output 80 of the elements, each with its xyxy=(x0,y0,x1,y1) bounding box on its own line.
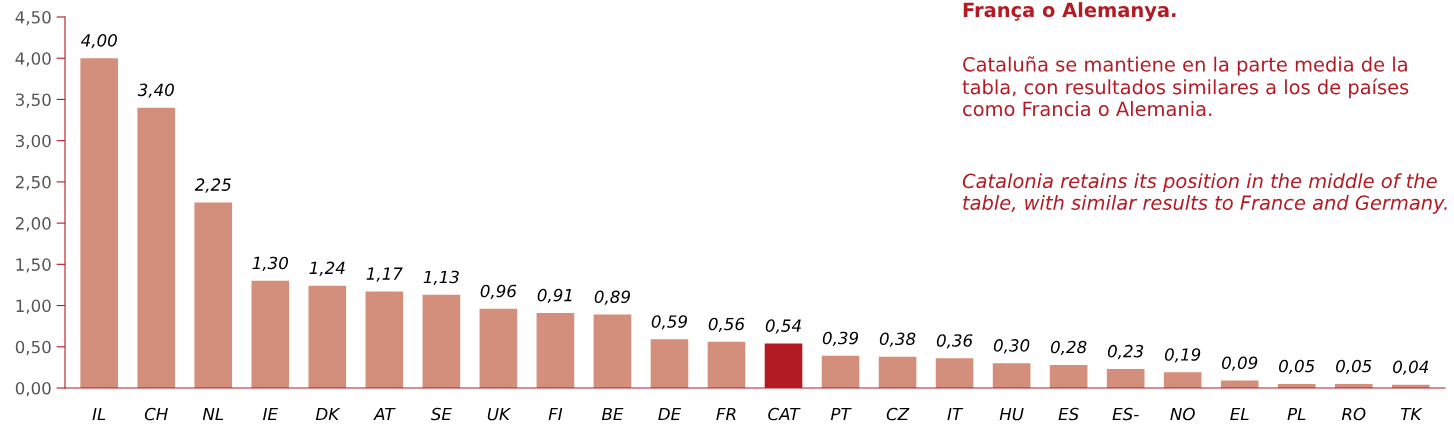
y-tick-label: 1,00 xyxy=(16,299,51,314)
data-label: 0,28 xyxy=(1050,340,1087,356)
data-label: 0,38 xyxy=(879,332,916,347)
x-tick-label: HU xyxy=(999,407,1024,421)
data-label: 0,39 xyxy=(822,331,859,346)
data-label: 1,24 xyxy=(309,261,345,276)
x-tick-label: AT xyxy=(373,407,396,421)
x-tick-label: CAT xyxy=(768,407,801,421)
x-tick-label: IT xyxy=(947,407,964,421)
data-label: 1,30 xyxy=(252,256,289,271)
data-label: 4,00 xyxy=(80,34,117,49)
bar xyxy=(251,280,290,388)
y-tick-label: 3,00 xyxy=(15,134,51,149)
bar xyxy=(650,339,689,388)
bar xyxy=(935,358,974,388)
bar xyxy=(536,312,575,388)
bar xyxy=(1049,364,1088,388)
x-tick-label: RO xyxy=(1341,407,1366,421)
x-tick-label: FI xyxy=(548,407,563,421)
data-label: 0,19 xyxy=(1164,348,1201,363)
data-label: 2,25 xyxy=(194,178,231,193)
data-label: 0,04 xyxy=(1393,360,1429,375)
annotation: Catalonia retains its position in the middle of the table, with similar results to France and Germany. xyxy=(962,173,1447,214)
data-label: 0,91 xyxy=(537,288,572,304)
x-tick-label: PL xyxy=(1287,407,1306,421)
data-label: 3,40 xyxy=(137,83,174,98)
x-tick-label: ES xyxy=(1058,407,1079,421)
data-label: 0,30 xyxy=(993,339,1030,354)
data-label: 0,54 xyxy=(765,319,801,334)
data-label: 0,89 xyxy=(594,290,630,305)
x-tick-label: ES- xyxy=(1112,407,1139,421)
bar xyxy=(593,314,632,388)
data-label: 0,05 xyxy=(1279,359,1315,375)
bar xyxy=(422,294,461,388)
bar xyxy=(992,363,1031,388)
data-label: 0,09 xyxy=(1221,356,1258,371)
annotation: Cataluña se mantiene en la parte media de la tabla, con resultados similares a los de países como Francia o Alemania. xyxy=(962,56,1409,117)
x-tick-label: PT xyxy=(830,407,852,421)
y-tick-label: 2,50 xyxy=(15,175,51,191)
bar xyxy=(1163,372,1202,388)
bar xyxy=(707,341,746,388)
data-label: 0,96 xyxy=(480,284,517,299)
x-tick-label: FR xyxy=(716,407,736,421)
bar xyxy=(308,285,347,388)
bar xyxy=(80,58,119,388)
x-tick-label: TK xyxy=(1400,407,1423,421)
bar xyxy=(821,355,860,388)
x-tick-label: DE xyxy=(658,407,682,421)
x-tick-label: UK xyxy=(487,407,512,421)
data-label: 0,56 xyxy=(708,317,745,332)
x-tick-label: IE xyxy=(263,407,278,421)
x-tick-label: BE xyxy=(601,407,624,421)
bar xyxy=(479,308,518,388)
bar xyxy=(194,202,233,388)
x-tick-label: NL xyxy=(202,407,224,421)
y-tick-label: 3,50 xyxy=(15,93,51,108)
annotation: França o Alemanya. xyxy=(963,2,1176,22)
data-label: 0,59 xyxy=(651,315,687,330)
data-label: 0,05 xyxy=(1336,359,1372,375)
data-label: 0,23 xyxy=(1107,344,1144,360)
x-tick-label: CZ xyxy=(886,407,910,421)
bar xyxy=(1106,369,1145,388)
x-tick-label: IL xyxy=(92,407,106,421)
x-tick-label: EL xyxy=(1230,407,1249,421)
bar xyxy=(137,107,176,388)
data-label: 0,36 xyxy=(936,334,973,349)
y-tick-label: 2,00 xyxy=(15,217,51,232)
x-tick-label: CH xyxy=(144,407,168,421)
x-tick-label: SE xyxy=(430,407,452,421)
y-tick-label: 4,00 xyxy=(15,52,51,67)
bar xyxy=(878,356,917,388)
y-tick-label: 4,50 xyxy=(15,10,51,26)
y-tick-label: 0,50 xyxy=(15,340,51,356)
y-tick-label: 1,50 xyxy=(16,258,51,273)
bar xyxy=(365,291,404,388)
data-label: 1,17 xyxy=(366,267,403,282)
data-label: 1,13 xyxy=(423,270,459,285)
y-tick-label: 0,00 xyxy=(15,381,51,397)
x-tick-label: NO xyxy=(1170,407,1195,421)
x-tick-label: DK xyxy=(315,407,341,421)
